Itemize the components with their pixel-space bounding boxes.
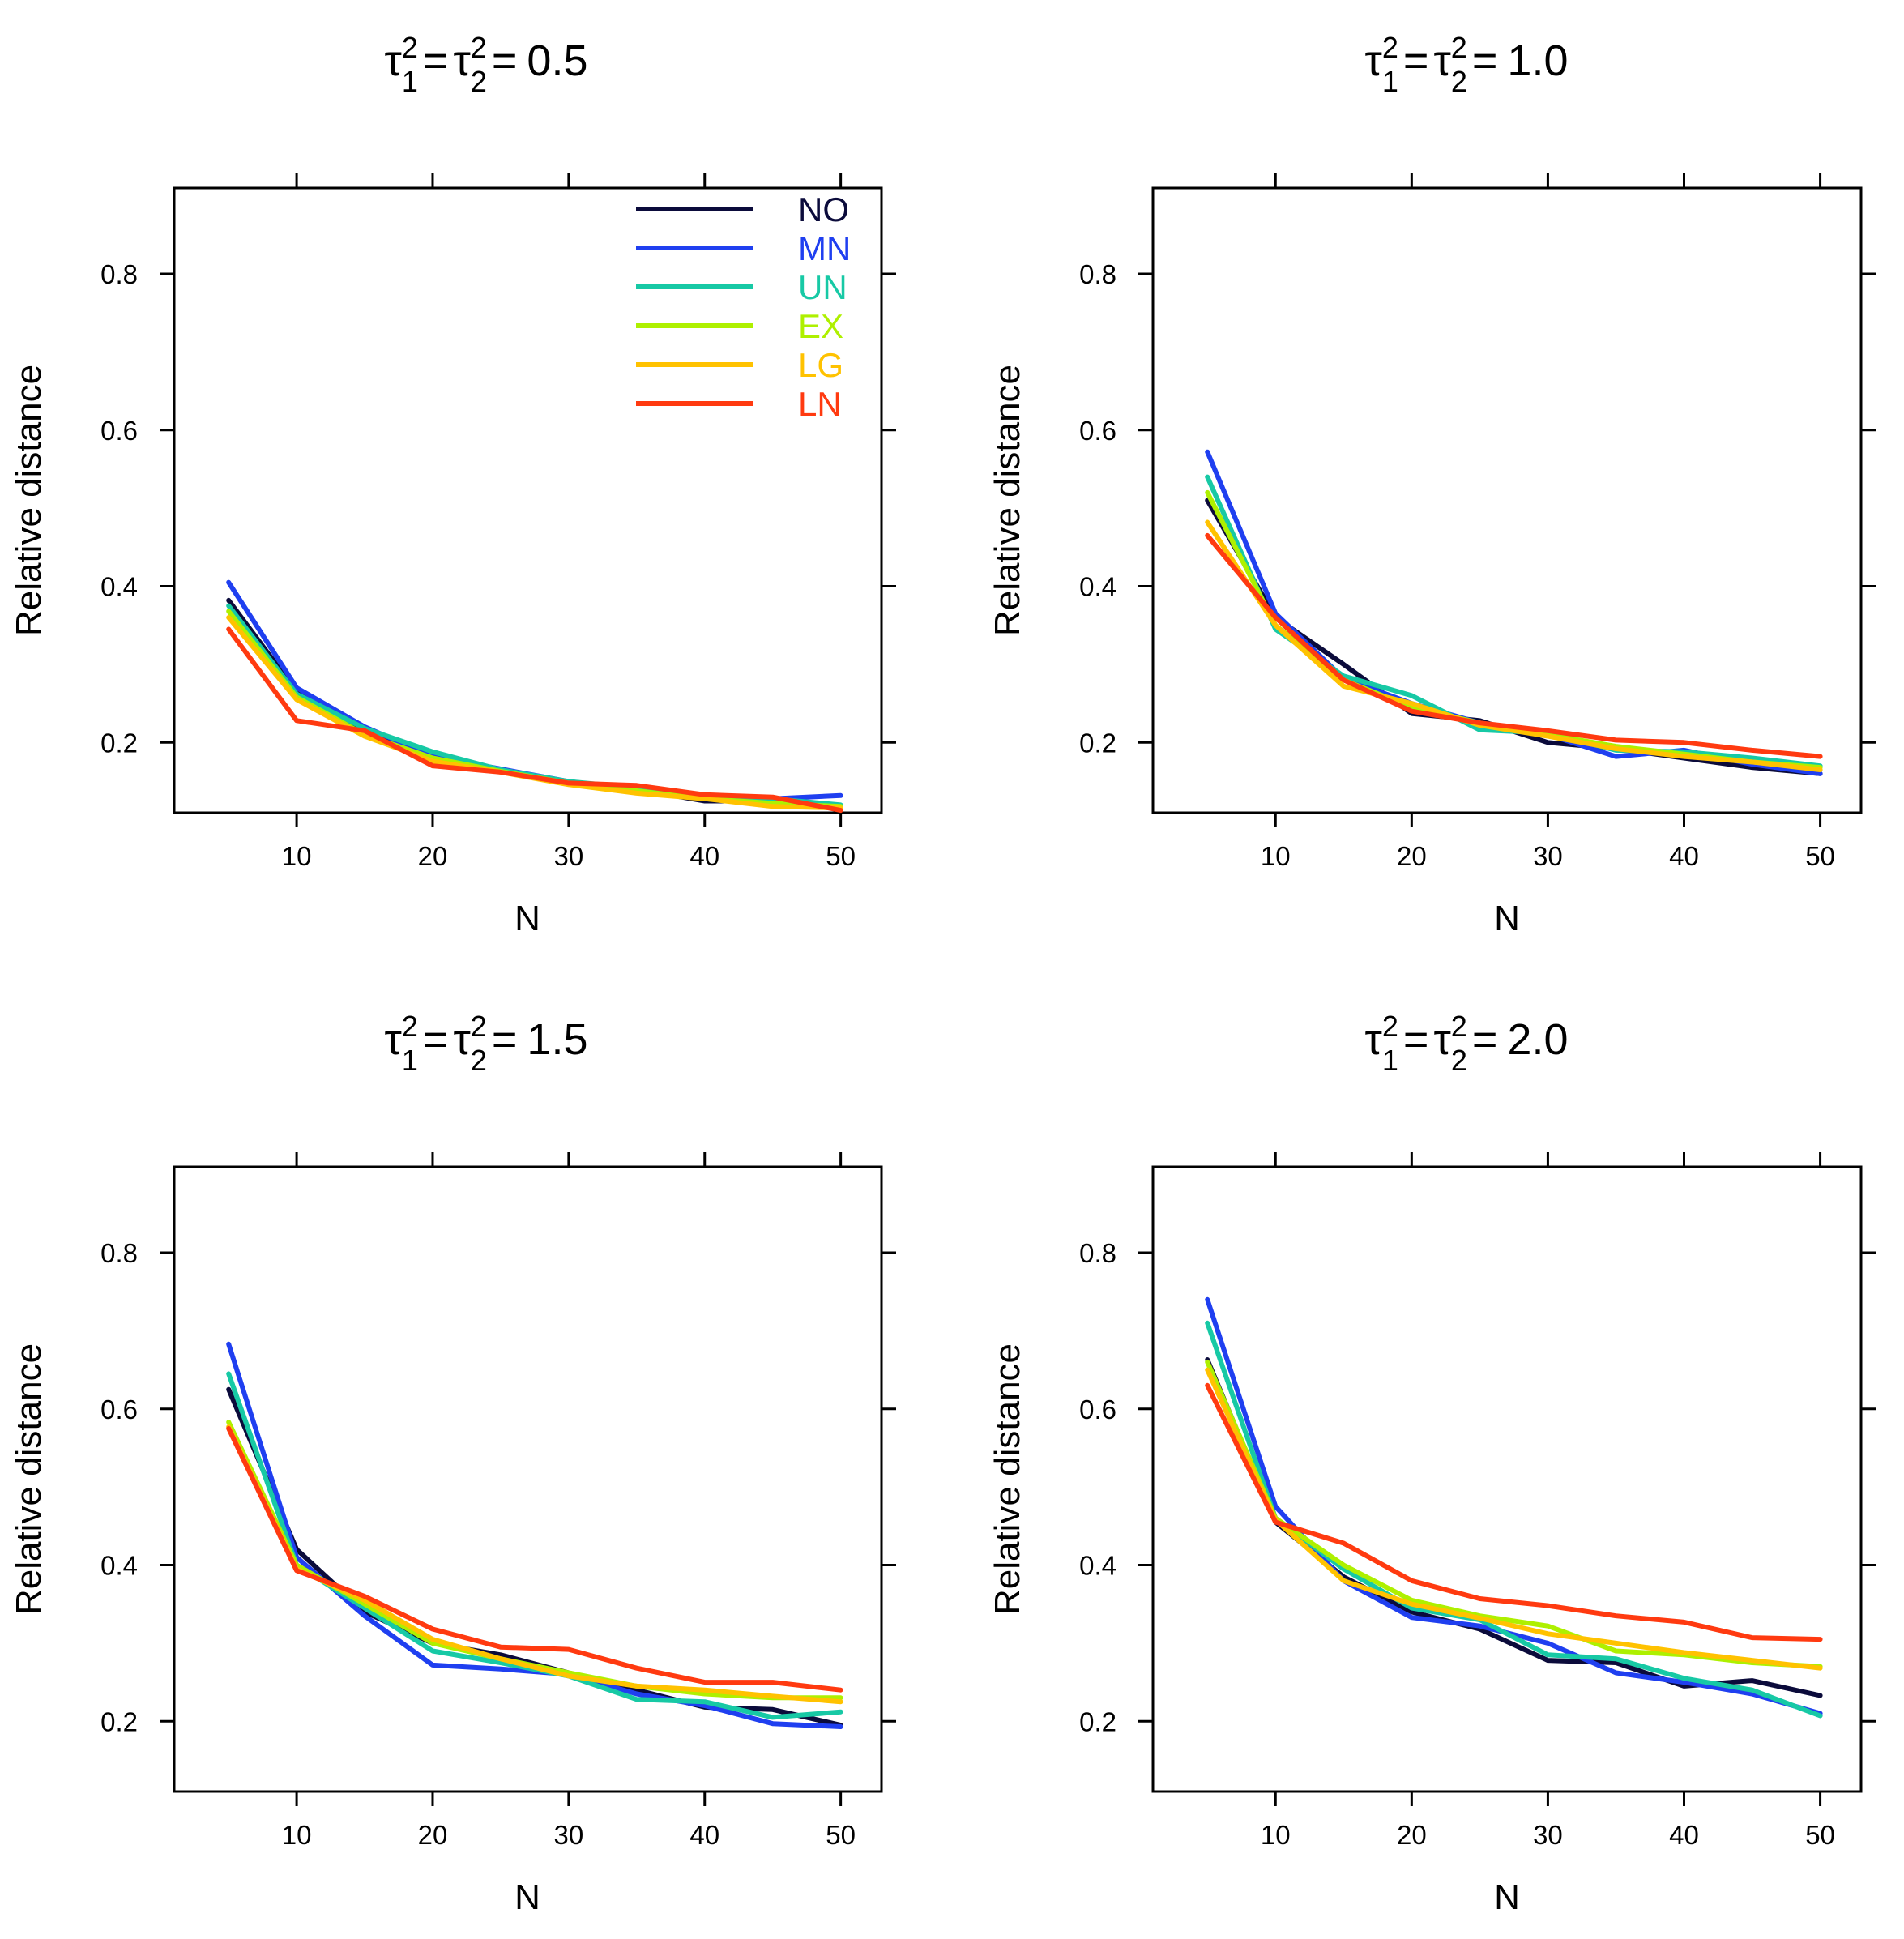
panel-4: τ2 1 = τ2 2 = 2.0 10 20 30 40 50 0.2 0.4 0.6 0.8 N Relati… [988, 1010, 1876, 1917]
y-tick-label: 0.6 [1079, 1394, 1116, 1424]
y-tick-label: 0.8 [100, 259, 138, 289]
x-tick-label: 30 [1533, 841, 1563, 871]
x-tick-label: 30 [1533, 1820, 1563, 1850]
y-tick-label: 0.8 [1079, 1238, 1116, 1268]
plot-frame [173, 1165, 883, 1793]
y-tick-label: 0.8 [1079, 259, 1116, 289]
series-line-ex [226, 1420, 843, 1701]
x-axis-title: N [514, 1877, 540, 1917]
x-tick-label: 40 [1669, 841, 1699, 871]
x-tick-label: 30 [554, 841, 584, 871]
x-tick-label: 10 [1261, 1820, 1291, 1850]
x-axis-title: N [1494, 899, 1520, 938]
x-tick-label: 50 [826, 1820, 856, 1850]
panel-title: τ2 1 = τ2 2 = 1.0 [1365, 31, 1569, 98]
panel-title: τ2 1 = τ2 2 = 2.0 [1365, 1010, 1569, 1077]
series-line-ln [1205, 1382, 1823, 1642]
x-tick-label: 20 [1397, 841, 1427, 871]
y-axis-title: Relative distance [988, 365, 1027, 636]
legend-label-no: NO [798, 190, 849, 228]
panel-1: τ2 1 = τ2 2 = 0.5 10 20 30 40 50 0.2 0.4 0.6 0.8 N Relati… [9, 31, 896, 938]
x-axis-title: N [1494, 1877, 1520, 1917]
legend-label-un: UN [798, 268, 847, 306]
series-line-ln [226, 1425, 843, 1693]
y-tick-label: 0.2 [100, 728, 138, 758]
y-tick-label: 0.6 [100, 416, 138, 446]
panel-title: τ2 1 = τ2 2 = 1.5 [385, 1010, 588, 1077]
x-tick-label: 10 [282, 841, 312, 871]
y-tick-label: 0.2 [1079, 1706, 1116, 1736]
y-axis-title: Relative distance [988, 1343, 1027, 1615]
x-tick-label: 50 [826, 841, 856, 871]
x-axis-title: N [514, 899, 540, 938]
x-tick-label: 40 [689, 841, 719, 871]
y-tick-label: 0.2 [100, 1706, 138, 1736]
plot-frame [1151, 1165, 1863, 1793]
y-axis-title: Relative distance [9, 365, 49, 636]
series-line-lg [1205, 519, 1823, 772]
legend-label-lg: LG [798, 346, 843, 384]
y-tick-label: 0.6 [1079, 416, 1116, 446]
series-line-lg [1205, 1367, 1823, 1671]
panel-3: τ2 1 = τ2 2 = 1.5 10 20 30 40 50 0.2 0.4 0.6 0.8 N Relati… [9, 1010, 896, 1917]
plot-frame [173, 186, 883, 814]
y-tick-label: 0.4 [100, 572, 138, 602]
y-tick-label: 0.6 [100, 1394, 138, 1424]
x-tick-label: 20 [418, 1820, 448, 1850]
x-tick-label: 10 [1261, 841, 1291, 871]
series-line-un [1205, 474, 1823, 769]
legend-label-ex: EX [798, 307, 843, 345]
series-line-lg [226, 1424, 843, 1705]
panel-title: τ2 1 = τ2 2 = 0.5 [385, 31, 588, 98]
series-line-mn [226, 579, 843, 801]
y-tick-label: 0.2 [1079, 728, 1116, 758]
y-tick-label: 0.8 [100, 1238, 138, 1268]
x-tick-label: 40 [1669, 1820, 1699, 1850]
y-tick-label: 0.4 [1079, 1551, 1116, 1581]
x-tick-label: 50 [1805, 841, 1835, 871]
series-line-ex [1205, 1359, 1823, 1669]
x-tick-label: 20 [1397, 1820, 1427, 1850]
panel-2: τ2 1 = τ2 2 = 1.0 10 20 30 40 50 0.2 0.4 0.6 0.8 N Relati… [988, 31, 1876, 938]
series-line-no [226, 1386, 843, 1728]
legend-label-mn: MN [798, 229, 851, 267]
y-axis-title: Relative distance [9, 1343, 49, 1615]
legend-label-ln: LN [798, 385, 842, 423]
y-tick-label: 0.4 [100, 1551, 138, 1581]
series-line-ln [226, 626, 843, 814]
y-tick-label: 0.4 [1079, 572, 1116, 602]
series-line-mn [1205, 1296, 1823, 1716]
x-tick-label: 50 [1805, 1820, 1835, 1850]
x-tick-label: 20 [418, 841, 448, 871]
plot-frame [1151, 186, 1863, 814]
x-tick-label: 30 [554, 1820, 584, 1850]
x-tick-label: 40 [689, 1820, 719, 1850]
x-tick-label: 10 [282, 1820, 312, 1850]
series-line-ln [1205, 532, 1823, 759]
